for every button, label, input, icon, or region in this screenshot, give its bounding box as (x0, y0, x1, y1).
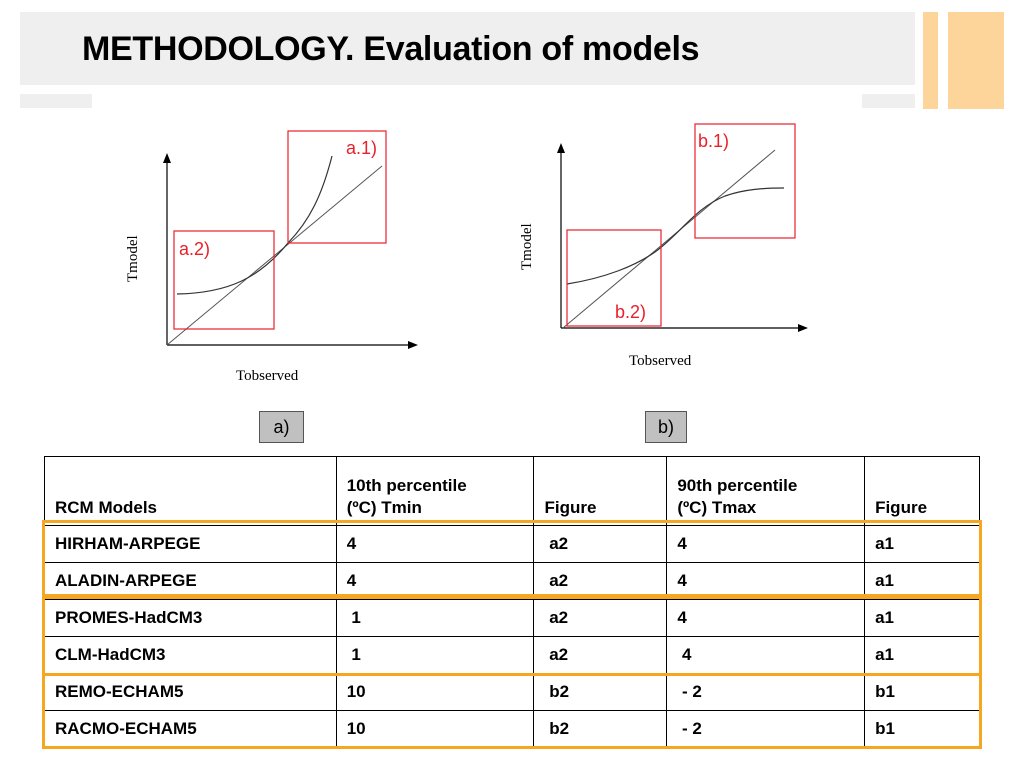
table-row: ALADIN-ARPEGE 4 a2 4 a1 (44, 562, 980, 600)
table-header-row: RCM Models 10th percentile (ºC) Tmin Fig… (44, 456, 980, 526)
cell-tmin: 10 (335, 710, 535, 748)
y-axis-arrow (163, 153, 171, 163)
table-row: REMO-ECHAM5 10 b2 - 2 b1 (44, 673, 980, 711)
cell-model: ALADIN-ARPEGE (44, 562, 337, 600)
decor-band-left (20, 94, 92, 108)
label-a1: a.1) (346, 138, 377, 158)
cell-tmax: 4 (666, 525, 866, 563)
label-b2: b.2) (615, 302, 646, 322)
decor-orange-bar (923, 12, 938, 109)
header-10th-percentile: 10th percentile (ºC) Tmin (335, 456, 535, 526)
box-a2 (173, 230, 275, 330)
cell-tmin: 1 (335, 599, 535, 637)
cell-model: HIRHAM-ARPEGE (44, 525, 337, 563)
figure-a: a.1) a.2) Tobserved Tmodel (110, 125, 430, 395)
cell-figure: b2 (533, 710, 668, 748)
cell-figure: a2 (533, 599, 668, 637)
model-curve (566, 187, 785, 285)
cell-tmax: - 2 (666, 710, 866, 748)
label-b1: b.1) (698, 131, 729, 151)
cell-figure: a1 (864, 636, 980, 674)
label-a2: a.2) (179, 239, 210, 259)
table-row: HIRHAM-ARPEGE 4 a2 4 a1 (44, 525, 980, 563)
cell-tmin: 10 (335, 673, 535, 711)
models-table: RCM Models 10th percentile (ºC) Tmin Fig… (44, 456, 980, 748)
title-band (20, 12, 915, 85)
cell-tmin: 4 (335, 525, 535, 563)
cell-model: PROMES-HadCM3 (44, 599, 337, 637)
cell-figure: b2 (533, 673, 668, 711)
cell-tmax: 4 (666, 562, 866, 600)
decor-band-right (862, 94, 915, 108)
table-row: CLM-HadCM3 1 a2 4 a1 (44, 636, 980, 674)
y-axis-label: Tmodel (125, 235, 141, 282)
identity-line (562, 149, 776, 329)
x-axis-arrow (798, 324, 808, 332)
figure-a-caption: a) (259, 411, 304, 443)
cell-figure: b1 (864, 710, 980, 748)
x-axis-label: Tobserved (236, 368, 299, 384)
table-row: PROMES-HadCM3 1 a2 4 a1 (44, 599, 980, 637)
box-b2 (566, 229, 662, 327)
x-axis-arrow (408, 341, 418, 349)
header-rcm-models: RCM Models (44, 456, 337, 526)
cell-figure: a2 (533, 562, 668, 600)
header-90th-percentile: 90th percentile (ºC) Tmax (666, 456, 866, 526)
cell-figure: b1 (864, 673, 980, 711)
cell-figure: a1 (864, 562, 980, 600)
cell-tmax: - 2 (666, 673, 866, 711)
page-title: METHODOLOGY. Evaluation of models (82, 30, 700, 68)
cell-model: CLM-HadCM3 (44, 636, 337, 674)
cell-figure: a1 (864, 525, 980, 563)
figure-b-svg: b.1) b.2) Tobserved Tmodel (519, 123, 808, 369)
cell-figure: a1 (864, 599, 980, 637)
figure-a-svg: a.1) a.2) Tobserved Tmodel (125, 130, 418, 384)
cell-figure: a2 (533, 636, 668, 674)
figure-b-caption: b) (645, 411, 687, 443)
cell-tmax: 4 (666, 599, 866, 637)
figure-b: b.1) b.2) Tobserved Tmodel (505, 118, 825, 388)
box-a1 (287, 130, 387, 244)
box-b1 (694, 123, 796, 239)
cell-figure: a2 (533, 525, 668, 563)
cell-tmax: 4 (666, 636, 866, 674)
x-axis-label: Tobserved (629, 353, 692, 369)
cell-model: RACMO-ECHAM5 (44, 710, 337, 748)
y-axis-arrow (557, 143, 565, 153)
cell-tmin: 4 (335, 562, 535, 600)
header-figure: Figure (533, 456, 668, 526)
cell-model: REMO-ECHAM5 (44, 673, 337, 711)
y-axis-label: Tmodel (519, 223, 535, 270)
table-row: RACMO-ECHAM5 10 b2 - 2 b1 (44, 710, 980, 748)
cell-tmin: 1 (335, 636, 535, 674)
model-curve (176, 155, 333, 295)
header-figure: Figure (864, 456, 980, 526)
decor-orange-bar-wide (948, 12, 1004, 109)
